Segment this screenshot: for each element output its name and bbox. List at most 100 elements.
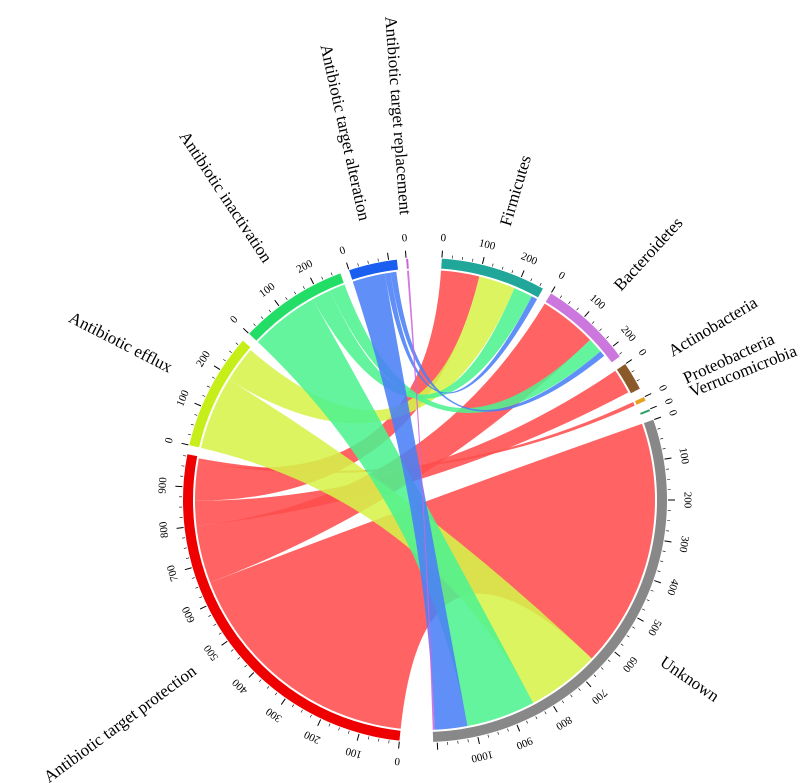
tick-label-unknown: 900 (514, 734, 534, 752)
tick-mark (194, 402, 202, 407)
tick-label-antibiotic-target-protection: 900 (156, 476, 169, 494)
tick-mark (183, 455, 187, 457)
arc-layer (182, 258, 667, 742)
sector-arc-bacteroidetes (545, 293, 620, 363)
tick-mark (650, 405, 657, 410)
tick-mark (535, 716, 538, 720)
tick-mark (487, 734, 489, 738)
tick-mark (208, 614, 212, 617)
tick-label-antibiotic-target-alteration: 0 (338, 244, 347, 257)
tick-mark (183, 547, 187, 549)
tick-label-antibiotic-target-protection: 0 (393, 755, 400, 768)
tick-mark (191, 577, 195, 579)
tick-label-antibiotic-target-protection: 300 (263, 705, 284, 725)
tick-mark (260, 316, 264, 320)
tick-mark (501, 266, 504, 270)
tick-mark (280, 698, 286, 705)
tick-mark (662, 550, 666, 552)
tick-label-antibiotic-inactivation: 200 (295, 257, 316, 275)
tick-mark (309, 714, 312, 718)
tick-label-bacteroidetes: 100 (587, 292, 608, 312)
tick-label-firmicutes: 0 (440, 232, 447, 244)
tick-label-antibiotic-target-protection: 800 (157, 520, 171, 538)
tick-mark (211, 376, 215, 379)
tick-mark (185, 557, 190, 559)
ribbon-layer (195, 270, 655, 730)
tick-mark (477, 737, 480, 745)
tick-mark (516, 724, 521, 732)
tick-label-unknown: 700 (589, 686, 610, 706)
tick-mark (176, 527, 184, 529)
ribbon-antibiotic-efflux-to-unknown (200, 379, 592, 703)
tick-mark (253, 323, 256, 327)
tick-label-bacteroidetes: 0 (556, 269, 567, 282)
tick-mark (230, 649, 234, 652)
sector-label-firmicutes: Firmicutes (496, 153, 535, 228)
tick-mark (218, 632, 222, 635)
tick-mark (626, 635, 630, 638)
tick-label-unknown: 300 (676, 535, 691, 554)
tick-mark (221, 640, 228, 646)
tick-mark (194, 414, 198, 416)
tick-label-unknown: 400 (664, 577, 681, 597)
tick-label-unknown: 200 (681, 492, 693, 509)
tick-mark (632, 626, 636, 629)
sector-label-antibiotic-inactivation: Antibiotic inactivation (175, 128, 276, 267)
tick-mark (654, 416, 662, 420)
tick-mark (492, 263, 494, 267)
sector-label-unknown: Unknown (657, 652, 723, 706)
tick-mark (242, 327, 249, 334)
tick-mark (559, 295, 563, 299)
tick-mark (293, 291, 297, 295)
sector-label-bacteroidetes: Bacteroidetes (610, 213, 687, 294)
tick-mark (631, 370, 635, 373)
tick-mark (274, 299, 280, 307)
tick-mark (317, 719, 322, 727)
tick-mark (600, 667, 604, 670)
tick-mark (266, 686, 270, 689)
tick-mark (187, 433, 191, 436)
tick-mark (259, 679, 262, 682)
tick-mark (570, 694, 573, 698)
tick-mark (213, 365, 221, 370)
tick-label-actinobacteria: 0 (636, 347, 649, 359)
ribbon-antibiotic-efflux-to-firmicutes (228, 276, 515, 424)
tick-mark (606, 336, 609, 339)
tick-mark (625, 359, 633, 364)
ribbon-antibiotic-target-replacement-to-unknown (407, 270, 435, 730)
tick-mark (328, 723, 331, 727)
tick-mark (338, 727, 340, 731)
tick-mark (274, 692, 278, 696)
tick-label-antibiotic-target-protection: 600 (180, 604, 198, 625)
tick-mark (539, 283, 542, 286)
tick-mark (526, 720, 528, 724)
ribbon-antibiotic-inactivation-to-firmicutes (312, 288, 532, 399)
tick-mark (356, 733, 360, 741)
tick-mark (206, 385, 210, 388)
tick-mark (229, 350, 232, 353)
tick-mark (593, 674, 597, 678)
tick-label-bacteroidetes: 200 (618, 324, 638, 345)
tick-mark (387, 252, 390, 260)
tick-mark (530, 278, 533, 282)
tick-mark (576, 307, 579, 311)
tick-mark (553, 705, 558, 713)
ribbon-antibiotic-target-protection-to-actinobacteria (195, 370, 629, 527)
tick-label-antibiotic-efflux: 100 (174, 388, 192, 408)
tick-mark (202, 394, 206, 397)
tick-mark (636, 379, 640, 382)
tick-label-unknown: 500 (645, 617, 664, 638)
tick-label-unknown: 600 (620, 654, 640, 675)
tick-mark (223, 359, 226, 362)
tick-mark (348, 730, 350, 734)
tick-mark (235, 342, 239, 345)
tick-mark (237, 657, 241, 660)
tick-mark (377, 258, 379, 262)
tick-mark (195, 586, 199, 589)
tick-mark (330, 272, 333, 276)
tick-mark (646, 599, 650, 602)
tick-label-firmicutes: 100 (478, 237, 497, 253)
tick-mark (660, 560, 664, 562)
